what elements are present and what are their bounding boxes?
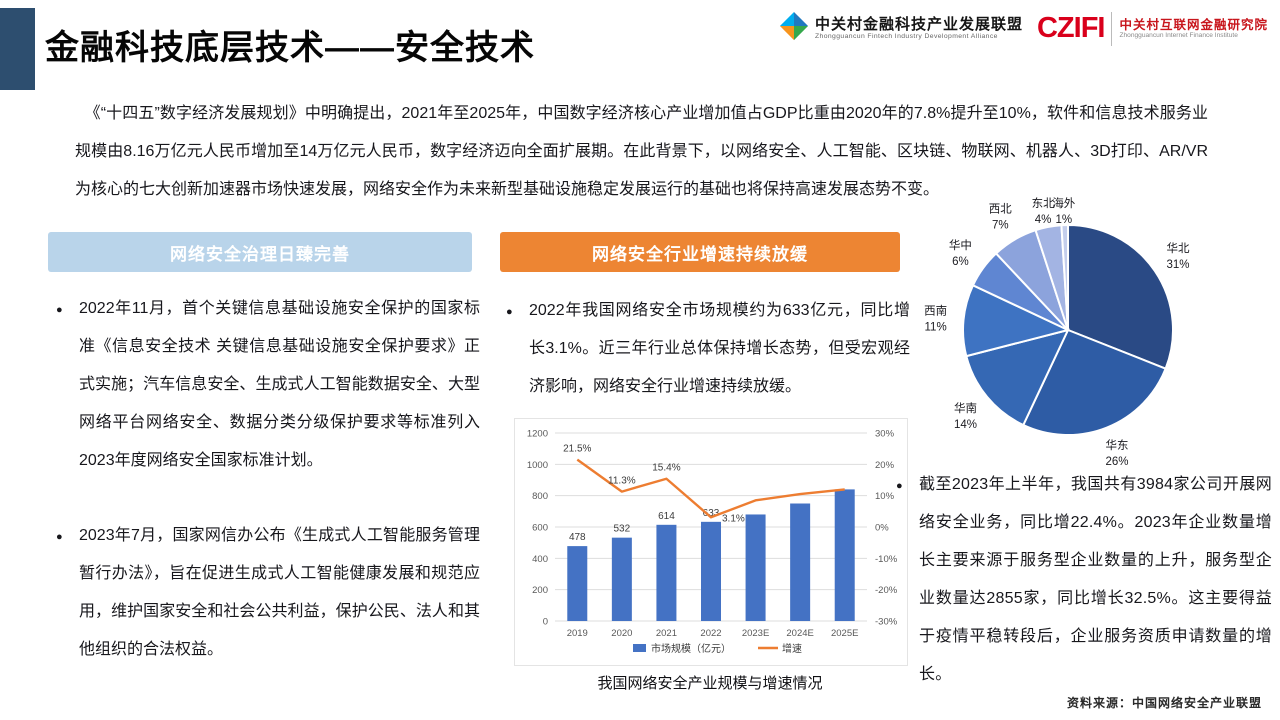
logo-divider xyxy=(1111,11,1113,46)
governance-bullet-list: ● 2022年11月，首个关键信息基础设施安全保护的国家标准《信息安全技术 关键… xyxy=(56,290,480,669)
svg-text:31%: 31% xyxy=(1166,259,1189,271)
svg-text:2021: 2021 xyxy=(656,628,677,639)
svg-text:2019: 2019 xyxy=(567,628,588,639)
svg-text:2024E: 2024E xyxy=(786,628,813,639)
alliance-logo: 中关村金融科技产业发展联盟 Zhongguancun Fintech Indus… xyxy=(779,10,1023,47)
svg-text:华东: 华东 xyxy=(1105,438,1128,452)
svg-text:478: 478 xyxy=(569,532,586,543)
svg-text:1%: 1% xyxy=(1056,214,1073,226)
region-pie-chart: 华北 31% 华东 26% 华南 14% 西南 11% 华中 6% 西北 7% 东北 4% 海外 1% xyxy=(918,190,1280,468)
svg-text:200: 200 xyxy=(532,585,548,596)
list-item: ● 2023年7月，国家网信办公布《生成式人工智能服务管理暂行办法》，旨在促进生… xyxy=(56,517,480,669)
svg-text:3.1%: 3.1% xyxy=(722,513,745,524)
corner-accent-bar xyxy=(0,8,35,90)
market-growth-chart: 0 200 400 600 800 1000 1200 -30% -20% -10% 0% 10% 20… xyxy=(514,418,908,666)
svg-text:0: 0 xyxy=(543,617,548,628)
svg-text:西北: 西北 xyxy=(989,203,1012,216)
alliance-name-en: Zhongguancun Fintech Industry Developmen… xyxy=(814,33,998,41)
alliance-name-cn: 中关村金融科技产业发展联盟 xyxy=(814,15,1023,33)
svg-text:2020: 2020 xyxy=(611,628,632,639)
source-note: 资料来源：中国网络安全产业联盟 xyxy=(1066,696,1262,710)
list-item: ● 截至2023年上半年，我国共有3984家公司开展网络安全业务，同比增22.4… xyxy=(896,466,1272,694)
companies-bullet: ● 截至2023年上半年，我国共有3984家公司开展网络安全业务，同比增22.4… xyxy=(896,466,1272,694)
svg-text:20%: 20% xyxy=(875,460,895,471)
svg-text:6%: 6% xyxy=(952,256,969,268)
svg-text:26%: 26% xyxy=(1105,456,1128,468)
svg-text:2025E: 2025E xyxy=(831,628,858,639)
logo-row: 中关村金融科技产业发展联盟 Zhongguancun Fintech Indus… xyxy=(779,10,1268,47)
svg-text:800: 800 xyxy=(532,491,548,502)
svg-text:华南: 华南 xyxy=(954,401,977,415)
svg-text:600: 600 xyxy=(532,523,548,534)
institute-name-en: Zhongguancun Internet Finance Institute xyxy=(1119,31,1238,39)
section-header-governance: 网络安全治理日臻完善 xyxy=(48,232,472,272)
alliance-logo-icon xyxy=(779,10,809,47)
institute-logo: CZIFI 中关村互联网金融研究院 Zhongguancun Internet … xyxy=(1036,11,1268,46)
list-item: ● 2022年11月，首个关键信息基础设施安全保护的国家标准《信息安全技术 关键… xyxy=(56,290,480,480)
chart-caption: 我国网络安全产业规模与增速情况 xyxy=(597,675,823,692)
svg-text:2023E: 2023E xyxy=(742,628,769,639)
institute-name-cn: 中关村互联网金融研究院 xyxy=(1119,17,1268,32)
svg-text:-30%: -30% xyxy=(875,617,898,628)
svg-text:7%: 7% xyxy=(992,220,1009,232)
svg-text:15.4%: 15.4% xyxy=(652,463,680,474)
svg-text:增速: 增速 xyxy=(782,642,802,655)
bullet-text: 2022年我国网络安全市场规模约为633亿元，同比增长3.1%。近三年行业总体保… xyxy=(529,302,910,395)
svg-text:14%: 14% xyxy=(954,419,977,431)
svg-text:400: 400 xyxy=(532,554,548,565)
pie-chart-svg: 华北 31% 华东 26% 华南 14% 西南 11% 华中 6% 西北 7% 东北 4%海外 1% xyxy=(924,196,1190,468)
bullet-icon: ● xyxy=(506,306,513,318)
svg-text:11%: 11% xyxy=(925,321,947,333)
combo-chart-svg: 0 200 400 600 800 1000 1200 -30% -20% -10% 0% 10% 20… xyxy=(527,429,898,656)
svg-text:西南: 西南 xyxy=(924,303,947,317)
bullet-text: 2023年7月，国家网信办公布《生成式人工智能服务管理暂行办法》，旨在促进生成式… xyxy=(79,527,480,658)
svg-text:市场规模（亿元）: 市场规模（亿元） xyxy=(651,642,731,655)
svg-text:21.5%: 21.5% xyxy=(563,444,591,455)
svg-text:-10%: -10% xyxy=(875,554,898,565)
page-title: 金融科技底层技术——安全技术 xyxy=(45,29,535,67)
bullet-icon: ● xyxy=(56,304,63,316)
svg-text:0%: 0% xyxy=(875,523,889,534)
bullet-icon: ● xyxy=(56,531,63,543)
svg-text:-20%: -20% xyxy=(875,585,898,596)
svg-text:1000: 1000 xyxy=(527,460,548,471)
intro-paragraph: 《“十四五”数字经济发展规划》中明确提出，2021年至2025年，中国数字经济核… xyxy=(75,105,1208,198)
bullet-icon: ● xyxy=(896,480,903,492)
czifi-wordmark: CZIFI xyxy=(1036,12,1105,44)
svg-text:东北: 东北 xyxy=(1032,197,1055,210)
section-header-growth: 网络安全行业增速持续放缓 xyxy=(500,232,900,272)
svg-text:10%: 10% xyxy=(875,491,895,502)
svg-text:532: 532 xyxy=(614,524,631,535)
svg-text:1200: 1200 xyxy=(527,429,548,440)
svg-text:633: 633 xyxy=(703,508,720,519)
svg-text:华中: 华中 xyxy=(949,238,972,252)
svg-text:2022: 2022 xyxy=(700,628,721,639)
bullet-text: 截至2023年上半年，我国共有3984家公司开展网络安全业务，同比增22.4%。… xyxy=(919,476,1272,683)
svg-text:华北: 华北 xyxy=(1167,241,1190,255)
svg-text:30%: 30% xyxy=(875,429,895,440)
svg-text:614: 614 xyxy=(658,511,675,522)
market-size-bullet: ● 2022年我国网络安全市场规模约为633亿元，同比增长3.1%。近三年行业总… xyxy=(506,292,910,406)
list-item: ● 2022年我国网络安全市场规模约为633亿元，同比增长3.1%。近三年行业总… xyxy=(506,292,910,406)
svg-text:4%: 4% xyxy=(1035,214,1052,226)
svg-text:海外: 海外 xyxy=(1052,196,1075,210)
svg-text:11.3%: 11.3% xyxy=(608,476,636,487)
bullet-text: 2022年11月，首个关键信息基础设施安全保护的国家标准《信息安全技术 关键信息… xyxy=(79,300,480,469)
